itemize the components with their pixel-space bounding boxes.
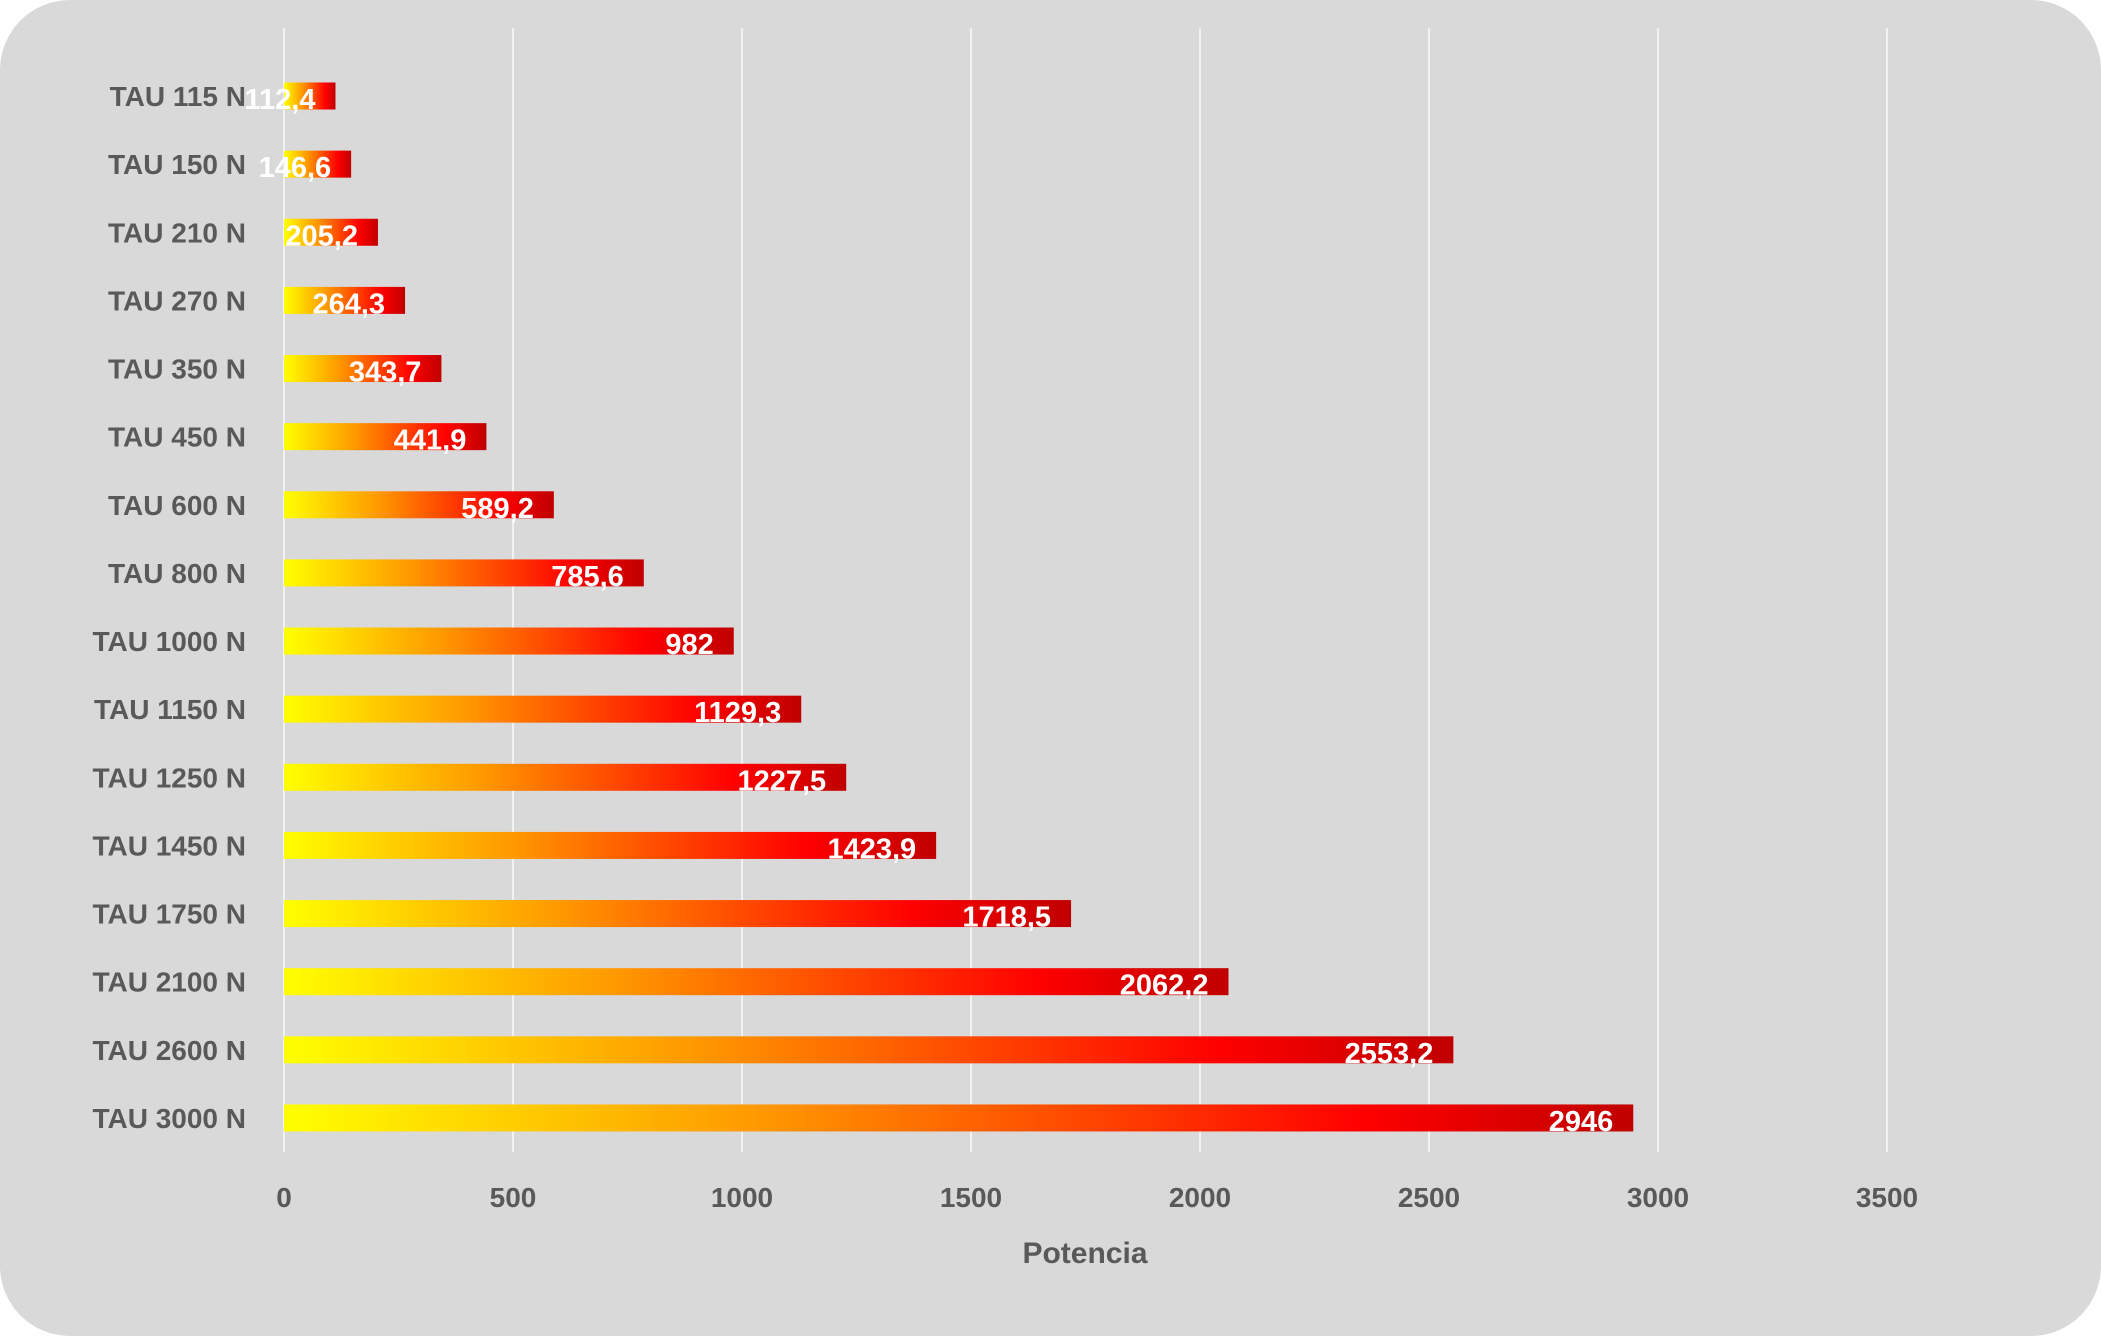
bar: [284, 627, 734, 655]
bar: [284, 355, 442, 383]
data-label: 343,7: [349, 357, 422, 389]
data-label: 1129,3: [694, 697, 781, 729]
category-label: TAU 800 N: [108, 558, 246, 589]
category-label: TAU 2100 N: [92, 967, 246, 998]
data-label: 1227,5: [737, 765, 826, 797]
x-tick-label: 3000: [1627, 1182, 1689, 1213]
category-label: TAU 1250 N: [92, 762, 246, 793]
category-label: TAU 450 N: [108, 422, 246, 453]
x-tick-label: 1000: [711, 1182, 773, 1213]
bar: [284, 423, 487, 451]
data-label: 2553,2: [1345, 1038, 1434, 1070]
data-label: 1423,9: [827, 833, 916, 865]
bar: [284, 1104, 1634, 1132]
category-label: TAU 2600 N: [92, 1035, 246, 1066]
bar: [284, 968, 1229, 996]
bar: [284, 559, 644, 587]
data-label: 589,2: [461, 493, 534, 525]
category-label: TAU 1450 N: [92, 830, 246, 861]
data-label: 785,6: [551, 561, 624, 593]
x-tick-label: 2500: [1398, 1182, 1460, 1213]
data-label: 146,6: [259, 152, 332, 184]
x-tick-label: 3500: [1856, 1182, 1918, 1213]
bar: [284, 286, 406, 314]
x-tick-label: 500: [490, 1182, 537, 1213]
bar: [284, 1036, 1454, 1064]
category-label: TAU 600 N: [108, 490, 246, 521]
data-label: 205,2: [285, 220, 358, 252]
category-label: TAU 1000 N: [92, 626, 246, 657]
bar: [284, 695, 802, 723]
category-label: TAU 350 N: [108, 354, 246, 385]
bar: [284, 763, 847, 791]
bar: [284, 491, 554, 519]
category-label: TAU 270 N: [108, 285, 246, 316]
bar: [284, 900, 1072, 928]
category-label: TAU 3000 N: [92, 1103, 246, 1134]
data-label: 441,9: [394, 425, 467, 457]
x-axis-title: Potencia: [1022, 1237, 1147, 1270]
data-label: 2062,2: [1120, 970, 1209, 1002]
data-label: 112,4: [244, 84, 315, 116]
bar: [284, 150, 352, 178]
category-label: TAU 150 N: [108, 149, 246, 180]
data-label: 264,3: [312, 288, 385, 320]
category-label: TAU 210 N: [108, 217, 246, 248]
x-tick-label: 2000: [1169, 1182, 1231, 1213]
data-label: 2946: [1549, 1106, 1614, 1138]
category-label: TAU 1750 N: [92, 899, 246, 930]
data-label: 1718,5: [962, 902, 1051, 934]
bar: [284, 218, 378, 246]
bar: [284, 82, 336, 110]
x-tick-label: 0: [276, 1182, 292, 1213]
x-tick-label: 1500: [940, 1182, 1002, 1213]
category-label: TAU 115 N: [110, 81, 246, 112]
data-label: 982: [665, 629, 713, 661]
bar: [284, 831, 937, 859]
category-label: TAU 1150 N: [94, 694, 246, 725]
